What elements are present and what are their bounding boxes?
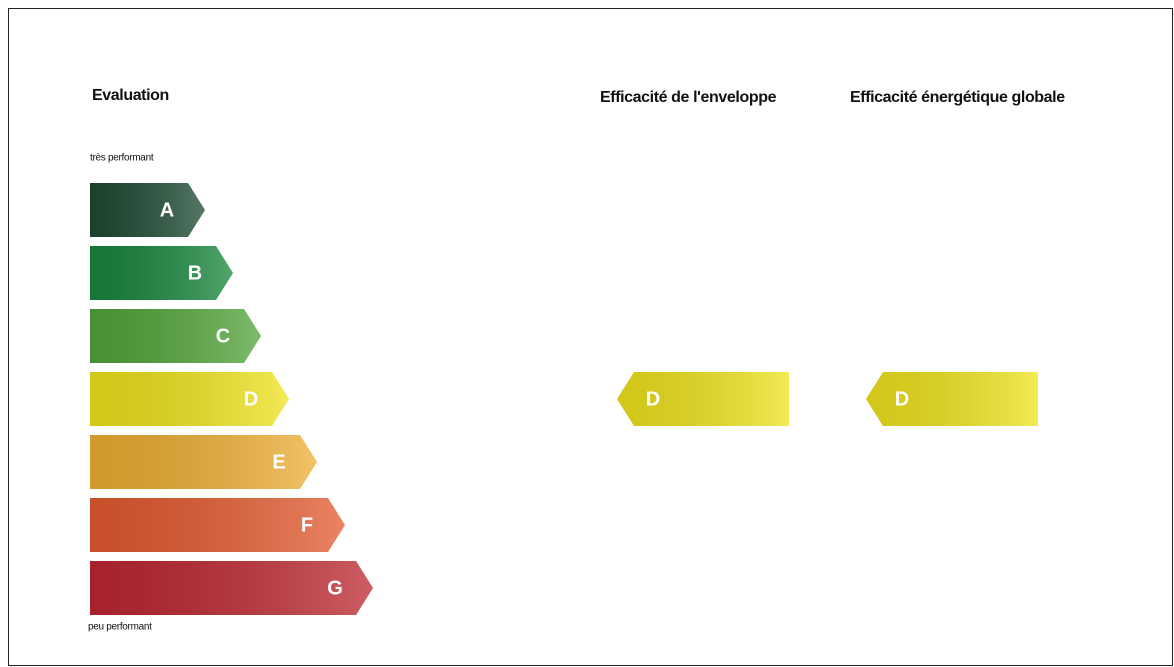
class-arrow-shine [90,561,373,615]
top-label: très performant [90,153,154,164]
indicator-title: Efficacité énergétique globale [850,89,1065,106]
class-letter: B [188,262,202,284]
class-letter: D [244,388,258,410]
class-arrow-shine [90,183,205,237]
indicator-title: Efficacité de l'enveloppe [600,89,777,106]
class-letter: F [301,514,313,536]
class-arrow-shine [90,435,317,489]
indicator-letter: D [646,388,660,410]
class-letter: G [327,577,343,599]
class-letter: E [272,451,285,473]
title: Evaluation [92,87,169,104]
class-arrow-shine [90,309,261,363]
class-arrow-shine [90,498,345,552]
class-letter: A [160,199,174,221]
indicator-letter: D [895,388,909,410]
indicator-arrow-shine [866,372,1038,426]
indicator-arrow-shine [617,372,789,426]
class-letter: C [216,325,230,347]
bottom-label: peu performant [88,622,152,633]
class-arrow-shine [90,246,233,300]
class-arrow-shine [90,372,289,426]
frame [8,8,1173,666]
